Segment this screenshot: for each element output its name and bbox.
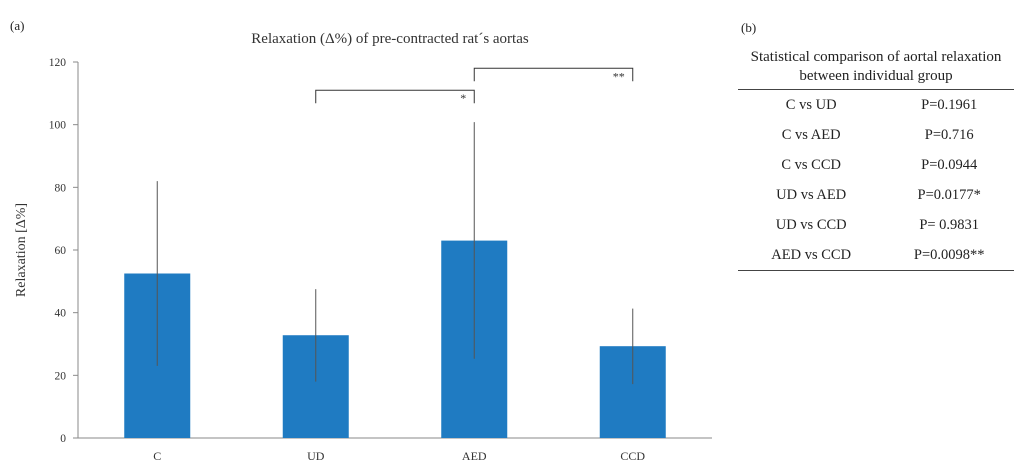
x-tick-label: C	[153, 449, 161, 460]
relaxation-bar-chart: Relaxation (Δ%) of pre-contracted rat´s …	[14, 31, 712, 460]
x-tick-label: UD	[307, 449, 325, 460]
x-tick-label: CCD	[620, 449, 645, 460]
y-tick-label: 20	[55, 370, 67, 382]
panel-a-label: (a)	[10, 18, 25, 33]
p-value-cell: P=0.1961	[921, 96, 978, 113]
significance-bracket	[473, 67, 634, 82]
y-tick-label: 120	[49, 57, 67, 69]
chart-title: Relaxation (Δ%) of pre-contracted rat´s …	[251, 31, 529, 47]
table-row: C vs UD P=0.1961	[738, 90, 1014, 120]
p-value-cell: P=0.0098**	[884, 240, 1014, 271]
comparison-cell: C vs CCD	[781, 156, 841, 173]
comparison-cell: C vs UD	[785, 96, 837, 113]
p-value-cell: P= 0.9831	[919, 216, 980, 233]
table-top-rule	[738, 89, 1014, 90]
table-caption: Statistical comparison of aortal relaxat…	[750, 49, 1002, 84]
significance-label: *	[460, 91, 466, 105]
table-row: UD vs CCD P= 0.9831	[738, 210, 1014, 240]
y-tick-label: 40	[55, 308, 67, 320]
statistical-comparison-table: Statistical comparison of aortal relaxat…	[738, 48, 1014, 271]
table-row: C vs AED P=0.716	[738, 120, 1014, 150]
comparison-cell: UD vs CCD	[775, 216, 847, 233]
p-value-cell: P=0.0177*	[917, 186, 981, 203]
x-tick-label: AED	[462, 449, 487, 460]
significance-bracket	[315, 89, 475, 104]
panel-b-label: (b)	[741, 20, 757, 35]
significance-label: **	[613, 69, 625, 83]
comparison-cell: AED vs CCD	[738, 240, 885, 271]
comparison-cell: C vs AED	[781, 126, 841, 143]
y-axis-label: Relaxation [Δ%]	[14, 203, 29, 297]
y-tick-label: 100	[49, 120, 67, 132]
y-tick-label: 60	[55, 245, 67, 257]
table-row: UD vs AED P=0.0177*	[738, 180, 1014, 210]
table-row: AED vs CCD P=0.0098**	[738, 240, 1014, 271]
y-tick-label: 80	[55, 182, 67, 194]
p-value-cell: P=0.0944	[921, 156, 978, 173]
table-row: C vs CCD P=0.0944	[738, 150, 1014, 180]
p-value-cell: P=0.716	[924, 126, 974, 143]
comparison-cell: UD vs AED	[776, 186, 847, 203]
y-tick-label: 0	[60, 433, 66, 445]
